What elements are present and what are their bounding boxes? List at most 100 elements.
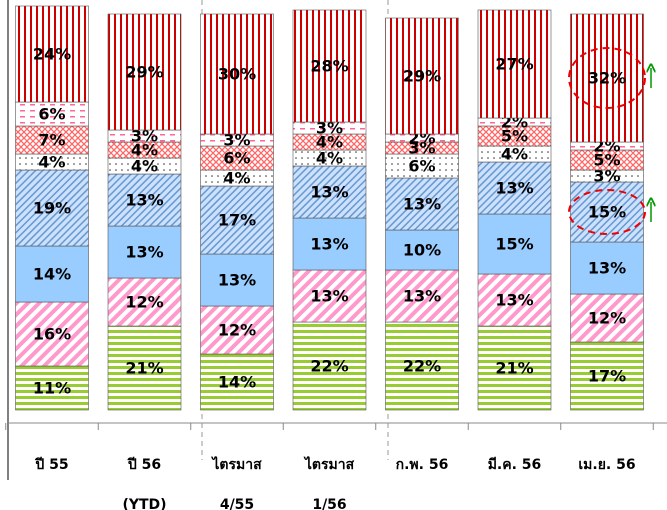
data-label: 3% [593, 167, 620, 186]
data-label: 17% [588, 367, 626, 386]
data-label: 13% [218, 271, 256, 290]
data-label: 14% [33, 265, 71, 284]
data-label: 4% [316, 149, 343, 168]
x-tick-label: เม.ย. 56 [578, 457, 635, 473]
bar-segment [477, 9, 552, 119]
data-label: 21% [125, 359, 163, 378]
x-tick-label: ก.พ. 56 [396, 457, 449, 473]
highlight [568, 189, 646, 235]
data-label: 13% [310, 235, 348, 254]
data-label: 4% [131, 141, 158, 160]
data-label: 13% [495, 179, 533, 198]
data-label: 4% [38, 153, 65, 172]
data-label: 27% [495, 55, 533, 74]
bar-segment [292, 269, 367, 323]
bar-segment [15, 125, 89, 155]
bar-segment [200, 253, 274, 307]
bar-segment [200, 185, 274, 255]
data-label: 12% [588, 309, 626, 328]
data-label: 11% [33, 379, 71, 398]
data-label: 13% [495, 291, 533, 310]
data-label: 21% [495, 359, 533, 378]
bar-segment [477, 161, 552, 215]
data-label: 3% [223, 131, 250, 150]
highlight [568, 47, 646, 109]
x-tick-label: ไตรมาส [210, 455, 262, 473]
data-label: 13% [403, 287, 441, 306]
bar-segment [570, 181, 644, 243]
x-tick-label: 1/56 [312, 497, 346, 510]
bar-segment [200, 305, 274, 355]
data-label: 4% [223, 169, 250, 188]
data-label: 3% [131, 127, 158, 146]
bar-segment [385, 269, 459, 323]
data-label: 24% [33, 45, 71, 64]
data-label: 16% [33, 325, 71, 344]
bar-segment [15, 245, 89, 303]
bar-segment [477, 213, 552, 275]
data-label: 30% [218, 65, 256, 84]
bar-segment [107, 13, 182, 131]
bar-segment [107, 173, 182, 227]
x-tick-label: ไตรมาส [303, 455, 355, 473]
data-label: 4% [316, 133, 343, 152]
bar-segment [385, 17, 459, 135]
data-label: 14% [218, 373, 256, 392]
data-label: 22% [310, 357, 348, 376]
data-label: 7% [38, 131, 65, 150]
data-label: 32% [588, 69, 626, 88]
data-label: 15% [588, 203, 626, 222]
data-label: 22% [403, 357, 441, 376]
data-label: 4% [501, 145, 528, 164]
x-tick-label: ปี 56 [126, 457, 161, 473]
data-label: 12% [218, 321, 256, 340]
data-label: 13% [310, 183, 348, 202]
bar-segment [15, 169, 89, 247]
data-label: 10% [403, 241, 441, 260]
x-tick-label: (YTD) [122, 497, 166, 510]
bar-segment [107, 277, 182, 327]
bar-segment [15, 101, 89, 127]
bar-segment [15, 5, 89, 103]
data-label: 5% [501, 127, 528, 146]
data-label: 29% [403, 67, 441, 86]
data-label: 13% [403, 195, 441, 214]
bar-segment [292, 217, 367, 271]
bar-segment [15, 365, 89, 411]
bar-segment [570, 241, 644, 295]
data-label: 3% [316, 119, 343, 138]
bar-segment [292, 165, 367, 219]
data-label: 13% [125, 191, 163, 210]
data-label: 15% [495, 235, 533, 254]
data-label: 5% [593, 151, 620, 170]
bar-segment [200, 13, 274, 135]
data-label: 13% [125, 243, 163, 262]
data-label: 12% [125, 293, 163, 312]
bar-segment [570, 341, 644, 411]
bar-segment [200, 145, 274, 171]
bar-segment [385, 177, 459, 231]
data-label: 13% [588, 259, 626, 278]
x-tick-label: 4/55 [220, 497, 254, 510]
data-label: 4% [131, 157, 158, 176]
data-label: 6% [223, 149, 250, 168]
bar-segment [477, 325, 552, 411]
bar-segment [477, 273, 552, 327]
x-tick-label: ปี 55 [34, 457, 69, 473]
data-label: 6% [408, 157, 435, 176]
bar-segment [570, 293, 644, 343]
bar-segment [15, 301, 89, 367]
bar-segment [107, 225, 182, 279]
data-label: 19% [33, 199, 71, 218]
bar-segment [385, 321, 459, 411]
bar-segment [107, 325, 182, 411]
data-label: 3% [408, 139, 435, 158]
bar-segment [385, 153, 459, 179]
data-label: 28% [310, 57, 348, 76]
x-tick-label: มี.ค. 56 [488, 457, 542, 473]
data-label: 13% [310, 287, 348, 306]
data-label: 17% [218, 211, 256, 230]
data-label: 29% [125, 63, 163, 82]
bar-segment [570, 13, 644, 143]
